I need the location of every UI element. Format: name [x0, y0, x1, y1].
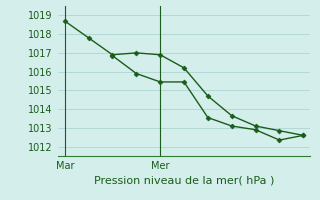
X-axis label: Pression niveau de la mer( hPa ): Pression niveau de la mer( hPa ): [94, 175, 274, 185]
